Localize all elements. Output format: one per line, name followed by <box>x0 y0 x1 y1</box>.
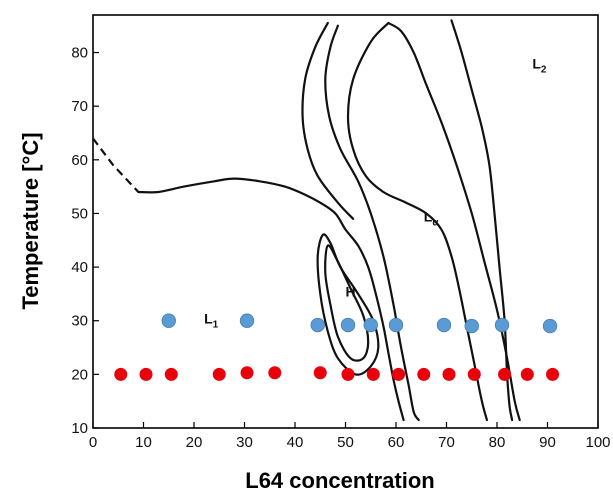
phase-boundary-curve <box>324 24 420 422</box>
phase-boundary-curve <box>387 21 521 422</box>
red-data-point <box>498 367 512 381</box>
x-axis-ticks: 0 10 20 30 40 50 60 70 80 90 100 <box>89 422 611 451</box>
x-tick-label: 20 <box>186 434 203 451</box>
x-tick-label: 80 <box>489 434 506 451</box>
phase-label: H <box>346 284 356 300</box>
blue-data-point <box>161 313 176 328</box>
blue-data-point <box>363 317 378 333</box>
y-tick-label: 30 <box>71 313 88 330</box>
phase-boundary-curve <box>450 19 514 422</box>
y-tick-label: 20 <box>71 366 88 383</box>
blue-data-point <box>310 317 325 333</box>
x-tick-label: 60 <box>388 434 405 451</box>
red-data-point <box>467 367 481 381</box>
y-axis-ticks: 10 20 30 40 50 60 70 80 <box>71 45 99 437</box>
red-data-point <box>366 367 380 381</box>
y-tick-label: 40 <box>71 259 88 276</box>
y-tick-label: 70 <box>71 98 88 115</box>
red-data-point <box>240 366 254 380</box>
red-data-point <box>139 367 153 381</box>
y-tick-label: 50 <box>71 205 88 222</box>
y-axis-title: Temperature [°C] <box>18 132 43 309</box>
phase-label: Lα <box>424 209 440 229</box>
blue-data-point <box>388 317 404 333</box>
red-data-point <box>164 367 178 381</box>
blue-data-point <box>542 318 558 334</box>
blue-data-point <box>436 317 452 333</box>
red-data-point <box>442 367 456 381</box>
y-tick-label: 80 <box>71 45 88 62</box>
red-data-point <box>212 367 226 381</box>
x-tick-label: 0 <box>89 434 97 451</box>
phase-boundaries <box>92 19 521 422</box>
red-data-point <box>114 367 128 381</box>
phase-boundary-curve <box>92 137 140 193</box>
blue-data-point <box>494 317 510 333</box>
x-tick-label: 40 <box>287 434 304 451</box>
x-tick-label: 100 <box>585 434 610 451</box>
red-data-point <box>341 367 355 381</box>
red-data-point <box>546 367 560 381</box>
red-data-point <box>268 366 282 380</box>
blue-data-point <box>464 318 479 334</box>
phase-boundary-curve <box>324 244 370 362</box>
phase-label: L2 <box>532 56 547 76</box>
red-data-point <box>392 367 406 381</box>
blue-data-point <box>239 313 255 328</box>
x-tick-label: 30 <box>236 434 253 451</box>
x-tick-label: 10 <box>135 434 152 451</box>
phase-labels: L1 H Lα L2 <box>204 56 547 331</box>
y-tick-label: 60 <box>71 152 88 169</box>
x-tick-label: 90 <box>539 434 556 451</box>
red-data-point <box>520 367 534 381</box>
phase-label: L1 <box>204 310 219 330</box>
x-tick-label: 70 <box>438 434 455 451</box>
blue-data-point <box>340 317 356 333</box>
data-points <box>114 313 560 381</box>
phase-boundary-curve <box>301 21 355 220</box>
phase-boundary-curve <box>346 21 488 422</box>
x-axis-title: L64 concentration <box>245 468 434 493</box>
phase-boundary-curve <box>137 177 405 422</box>
x-tick-label: 50 <box>337 434 354 451</box>
y-tick-label: 10 <box>71 420 88 437</box>
red-data-point <box>313 366 327 380</box>
red-data-point <box>417 367 431 381</box>
